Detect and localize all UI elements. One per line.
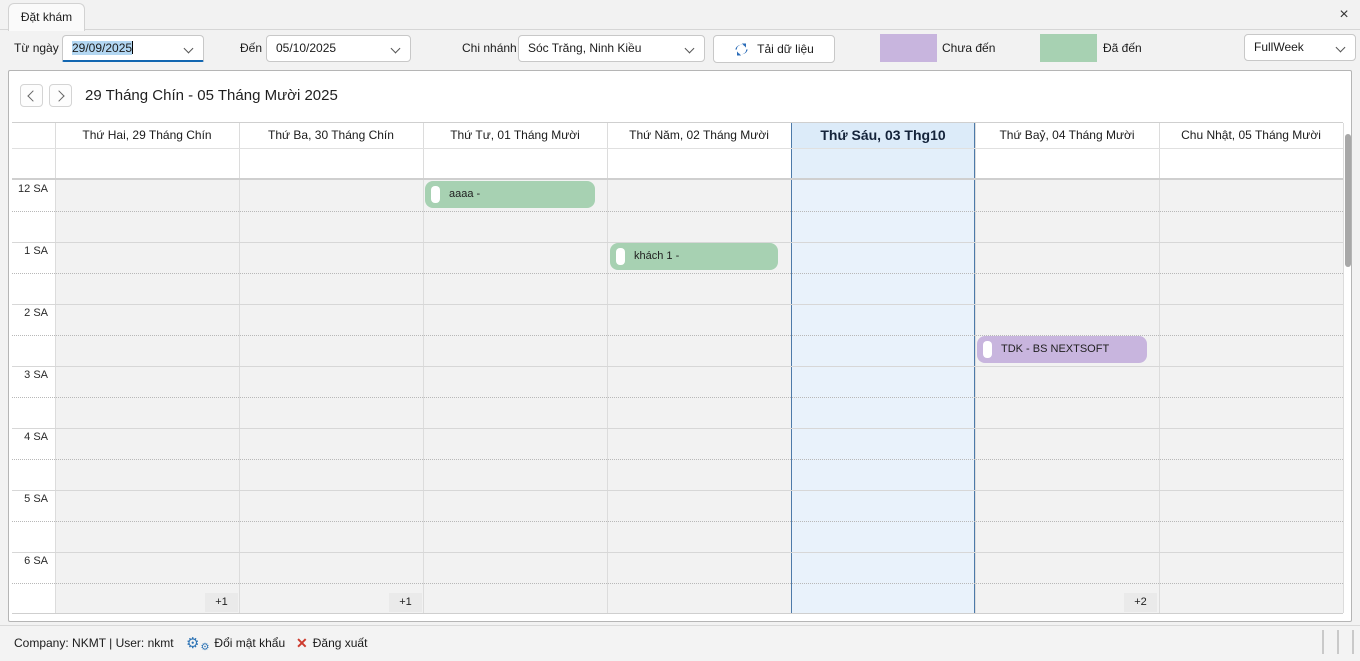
chevron-down-icon[interactable] (1335, 42, 1346, 53)
day-header-fri-today[interactable]: Thứ Sáu, 03 Thg10 (791, 123, 975, 148)
column-separator (975, 123, 976, 613)
day-header-sun[interactable]: Chu Nhật, 05 Tháng Mười (1181, 128, 1321, 142)
load-data-button[interactable]: Tải dữ liệu (713, 35, 835, 63)
logout-label: Đăng xuất (312, 636, 368, 650)
company-user-info: Company: NKMT | User: nkmt (14, 636, 174, 650)
time-label: 1 SA (24, 245, 48, 257)
event-title: TDK - BS NEXTSOFT (1001, 343, 1110, 355)
half-hour-line (12, 521, 1343, 522)
time-label: 4 SA (24, 431, 48, 443)
chevron-down-icon[interactable] (684, 43, 695, 54)
hour-line (12, 428, 1343, 429)
view-mode-value: FullWeek (1254, 40, 1304, 54)
column-separator (607, 123, 608, 613)
calendar-range-title: 29 Tháng Chín - 05 Tháng Mười 2025 (85, 87, 338, 104)
header-bottom-line (12, 148, 1343, 149)
overflow-badge-sat[interactable]: +2 (1124, 593, 1157, 612)
branch-select[interactable]: Sóc Trăng, Ninh Kiều (518, 35, 705, 62)
chevron-down-icon[interactable] (183, 43, 194, 54)
half-hour-line (12, 583, 1343, 584)
view-mode-select[interactable]: FullWeek (1244, 34, 1356, 61)
load-data-label: Tải dữ liệu (757, 42, 814, 56)
statusbar-grip (1322, 630, 1324, 654)
text-caret (132, 41, 134, 54)
change-password-button[interactable]: ⚙ ⚙ Đổi mật khẩu (186, 626, 285, 661)
to-date-input[interactable]: 05/10/2025 (266, 35, 411, 62)
half-hour-line (12, 273, 1343, 274)
to-date-value: 05/10/2025 (276, 41, 337, 55)
from-date-value: 29/09/2025 (72, 41, 133, 55)
half-hour-line (12, 335, 1343, 336)
half-hour-line (12, 459, 1343, 460)
legend-label-not-arrived: Chưa đến (942, 41, 996, 55)
overflow-badge-tue[interactable]: +1 (389, 593, 422, 612)
prev-week-button[interactable] (20, 84, 43, 107)
day-header-tue[interactable]: Thứ Ba, 30 Tháng Chín (268, 128, 394, 142)
statusbar-grip (1337, 630, 1339, 654)
vertical-scrollbar-thumb[interactable] (1345, 134, 1351, 267)
grid-bottom-line (12, 613, 1343, 614)
column-separator (55, 123, 56, 613)
column-separator (239, 123, 240, 613)
hour-line (12, 304, 1343, 305)
day-header-sat[interactable]: Thứ Baỷ, 04 Tháng Mười (999, 128, 1135, 142)
tabbar-divider (0, 29, 1360, 30)
column-separator (1159, 123, 1160, 613)
hour-line (12, 552, 1343, 553)
appointment-event[interactable]: khách 1 - (610, 243, 778, 270)
legend-label-arrived: Đã đến (1103, 41, 1142, 55)
legend-swatch-not-arrived (880, 34, 937, 62)
overflow-badge-mon[interactable]: +1 (205, 593, 238, 612)
statusbar (0, 626, 1360, 661)
event-status-pill (431, 186, 440, 203)
appointment-event[interactable]: aaaa - (425, 181, 595, 208)
tab-dat-kham[interactable]: Đặt khám (8, 3, 85, 31)
statusbar-divider (0, 625, 1360, 626)
event-status-pill (983, 341, 992, 358)
from-date-input[interactable]: 29/09/2025 (62, 35, 204, 62)
today-column-highlight-allday (791, 149, 975, 178)
hour-line (12, 366, 1343, 367)
event-status-pill (616, 248, 625, 265)
chevron-left-icon (27, 90, 39, 102)
hour-line (12, 490, 1343, 491)
to-date-label: Đến (240, 41, 263, 55)
statusbar-grip (1352, 630, 1354, 654)
header-top-line (12, 122, 1343, 123)
chevron-right-icon (53, 90, 65, 102)
gear-icon: ⚙ (186, 635, 200, 652)
logout-button[interactable]: ✕ Đăng xuất (296, 626, 367, 661)
branch-label: Chi nhánh (462, 41, 517, 55)
column-separator (423, 123, 424, 613)
time-label: 12 SA (18, 183, 48, 195)
time-label: 6 SA (24, 555, 48, 567)
hour-line (12, 242, 1343, 243)
time-label: 2 SA (24, 307, 48, 319)
appointment-event[interactable]: TDK - BS NEXTSOFT (977, 336, 1147, 363)
chevron-down-icon[interactable] (390, 43, 401, 54)
gear-icon: ⚙ (200, 641, 210, 653)
next-week-button[interactable] (49, 84, 72, 107)
refresh-icon (734, 42, 749, 57)
grid-top-line (12, 178, 1343, 180)
half-hour-line (12, 211, 1343, 212)
logout-x-icon: ✕ (296, 635, 308, 651)
event-title: aaaa - (449, 188, 481, 200)
event-title: khách 1 - (634, 250, 680, 262)
time-label: 3 SA (24, 369, 48, 381)
legend-swatch-arrived (1040, 34, 1097, 62)
column-separator (1343, 123, 1344, 613)
half-hour-line (12, 397, 1343, 398)
day-header-wed[interactable]: Thứ Tư, 01 Tháng Mười (450, 128, 580, 142)
day-header-thu[interactable]: Thứ Năm, 02 Tháng Mười (629, 128, 769, 142)
time-label: 5 SA (24, 493, 48, 505)
change-password-label: Đổi mật khẩu (214, 636, 286, 650)
branch-value: Sóc Trăng, Ninh Kiều (528, 41, 642, 55)
day-header-mon[interactable]: Thứ Hai, 29 Tháng Chín (82, 128, 212, 142)
today-column-highlight-body[interactable] (791, 180, 975, 613)
from-date-label: Từ ngày (14, 41, 59, 55)
close-icon[interactable]: × (1339, 6, 1349, 23)
